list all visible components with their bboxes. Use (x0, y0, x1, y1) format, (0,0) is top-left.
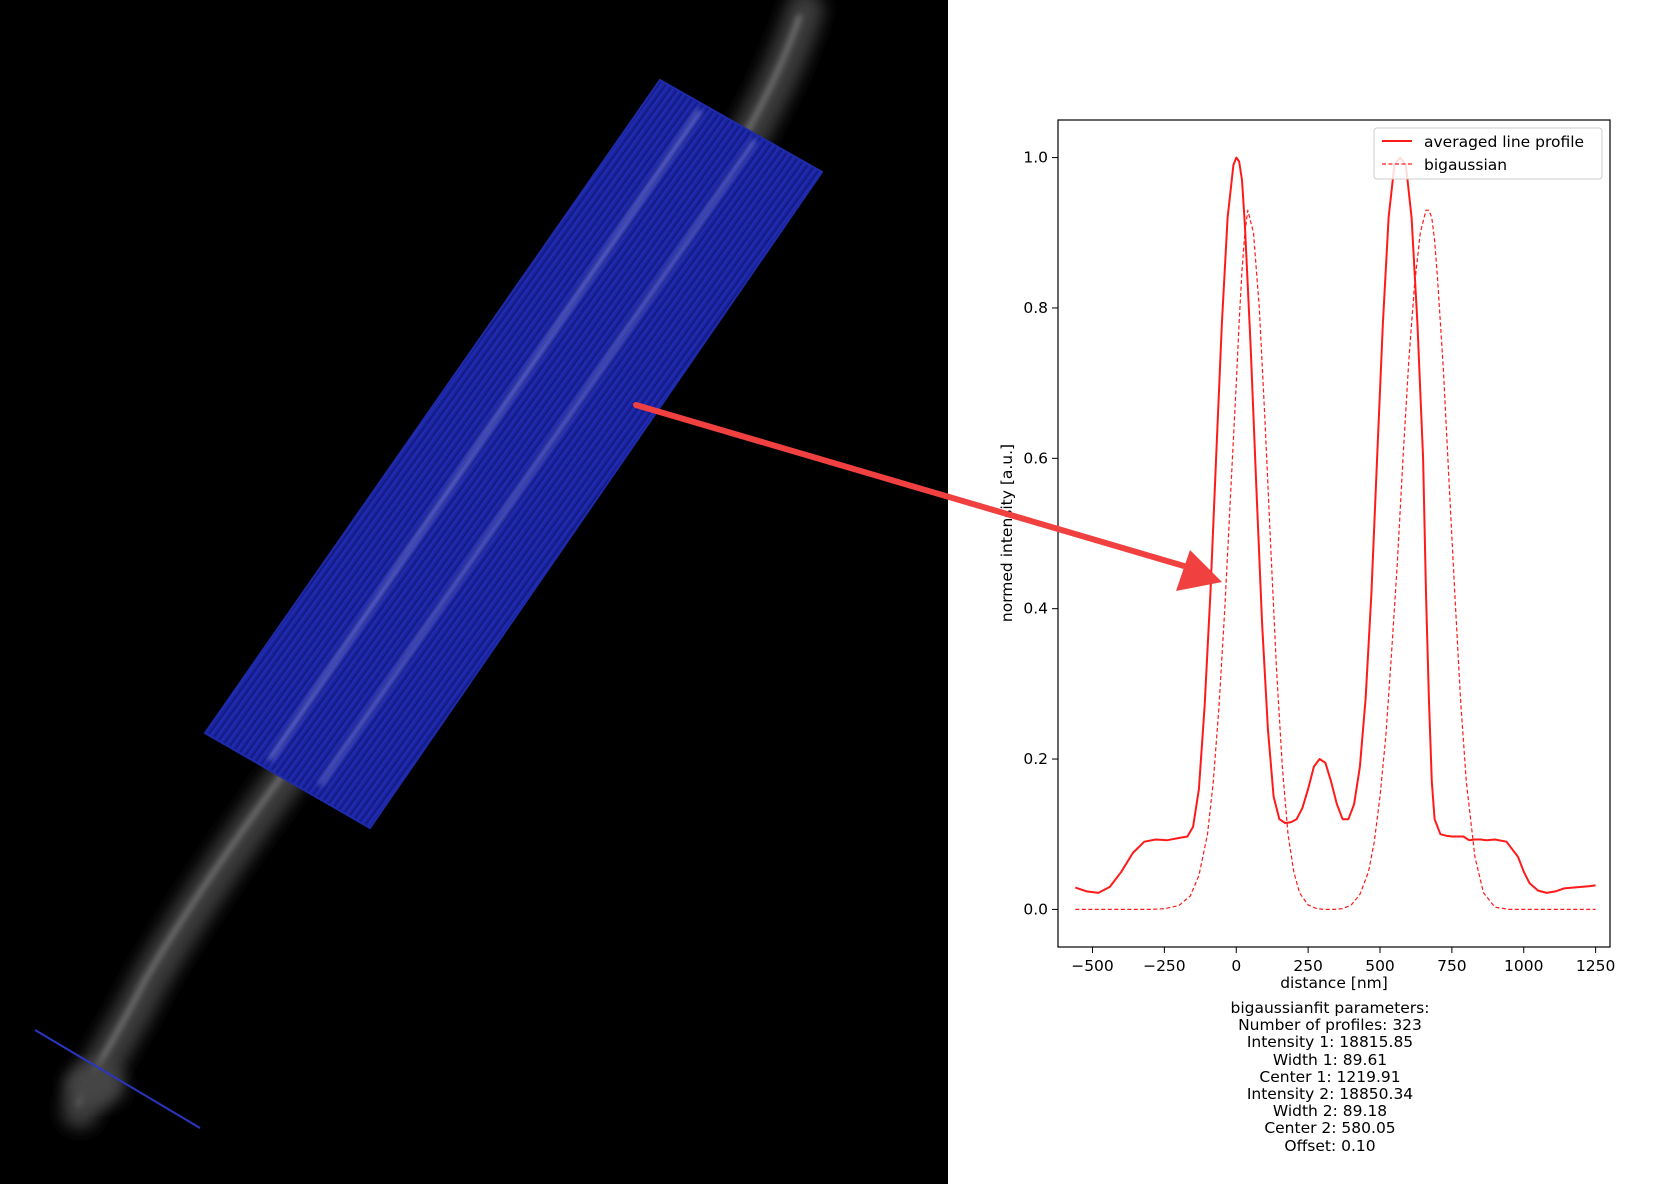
series-layer (1074, 156, 1596, 911)
y-tick-label: 0.0 (1023, 900, 1048, 918)
annotation-arrow (633, 402, 1222, 591)
fit-param-line: Center 2: 580.05 (1264, 1119, 1396, 1138)
y-axis-label: normed intensity [a.u.] (998, 444, 1016, 622)
fit-param-line: Intensity 2: 18850.34 (1246, 1085, 1414, 1104)
microscopy-image (34, 0, 824, 1129)
fit-param-line: Center 1: 1219.91 (1259, 1067, 1401, 1086)
series-line-bigaussian (1075, 209, 1596, 911)
legend-label-profile: averaged line profile (1424, 133, 1584, 151)
series-line-averaged-profile (1074, 156, 1596, 894)
x-tick-label: 1000 (1504, 957, 1543, 975)
fit-param-line: Number of profiles: 323 (1238, 1016, 1422, 1035)
y-tick-label: 0.4 (1023, 600, 1048, 618)
profile-line[interactable] (34, 1029, 201, 1129)
x-tick-label: −250 (1143, 957, 1186, 975)
x-tick-label: 250 (1293, 957, 1323, 975)
ticks-layer: −500 −250 0 250 500 750 1000 1250 0.0 0.2 0.4 0.6 0.… (1023, 149, 1615, 975)
x-tick-label: 0 (1231, 957, 1241, 975)
legend-box (1373, 127, 1603, 180)
y-tick-label: 0.6 (1023, 449, 1048, 467)
fit-param-line: Width 1: 89.61 (1272, 1050, 1388, 1069)
y-tick-label: 1.0 (1023, 149, 1048, 167)
axes-frame (1057, 119, 1611, 948)
x-tick-label: 1250 (1576, 957, 1615, 975)
x-tick-label: 750 (1437, 957, 1467, 975)
fit-parameters: bigaussianfit parameters: Number of prof… (1130, 999, 1530, 1155)
y-tick-label: 0.8 (1023, 299, 1048, 317)
microscopy-image-panel (0, 0, 950, 1184)
x-axis-label: distance [nm] (1280, 974, 1388, 992)
fit-param-line: Offset: 0.10 (1284, 1136, 1376, 1155)
x-tick-label: −500 (1071, 957, 1114, 975)
fit-param-line: Intensity 1: 18815.85 (1246, 1033, 1414, 1052)
fit-parameters-title: bigaussianfit parameters: (1230, 999, 1430, 1017)
legend: averaged line profile bigaussian (1373, 127, 1603, 180)
y-tick-label: 0.2 (1023, 750, 1048, 768)
plot-panel (948, 0, 1680, 1184)
fiber-lines-overlay (267, 108, 758, 787)
legend-label-fit: bigaussian (1424, 156, 1507, 174)
fit-param-line: Width 2: 89.18 (1272, 1102, 1388, 1121)
x-tick-label: 500 (1365, 957, 1395, 975)
